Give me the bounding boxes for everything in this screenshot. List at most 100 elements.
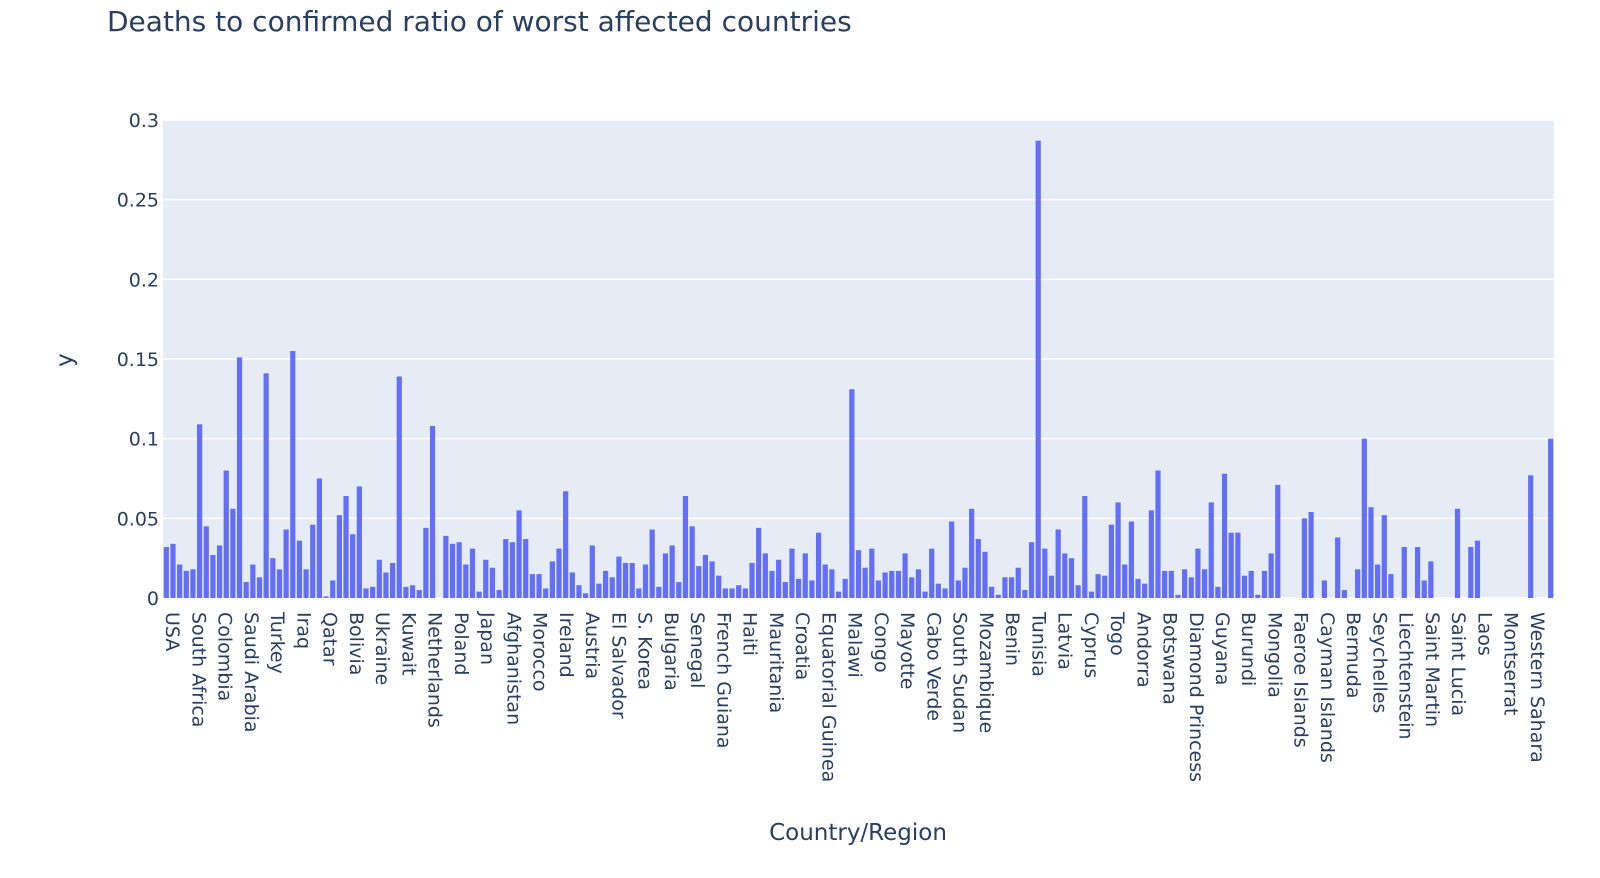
bar [909, 577, 915, 598]
bar [622, 562, 629, 598]
bar [736, 585, 742, 598]
bar [516, 510, 522, 598]
bar [1102, 575, 1108, 598]
bar [603, 570, 609, 598]
bar [1068, 558, 1075, 598]
bar [1115, 502, 1121, 598]
bar [616, 556, 622, 598]
x-tick-label: Malawi [844, 612, 866, 678]
bar [449, 543, 456, 598]
x-tick-label: Laos [1474, 612, 1496, 656]
bar [563, 491, 569, 598]
bar [423, 527, 429, 598]
x-tick-label: Tunisia [1027, 611, 1049, 677]
bar [855, 550, 862, 598]
bar [815, 532, 822, 598]
bar [523, 539, 529, 598]
bar [1188, 577, 1194, 598]
bar [476, 591, 482, 598]
bar [782, 582, 788, 598]
bar [350, 534, 356, 598]
y-axis-ticks: 0 0.05 0.1 0.15 0.2 0.25 0.3 [117, 110, 159, 610]
bar [1355, 569, 1361, 598]
bar [789, 548, 795, 598]
bar [256, 577, 263, 598]
bar [216, 545, 223, 598]
bar [716, 575, 722, 598]
bar [370, 586, 376, 598]
bar [1148, 510, 1154, 598]
y-tick-label: 0.15 [117, 349, 159, 371]
bar [689, 526, 695, 598]
bar [822, 564, 828, 598]
x-tick-label: Montserrat [1500, 612, 1522, 715]
bar [323, 596, 329, 598]
x-tick-label: Kuwait [397, 612, 419, 675]
bar [902, 553, 908, 598]
bar [1235, 532, 1241, 598]
bar [1474, 540, 1481, 598]
x-tick-label: Togo [1106, 611, 1128, 656]
chart-title: Deaths to confirmed ratio of worst affec… [107, 5, 852, 38]
bar [935, 583, 941, 598]
bar [1035, 140, 1041, 598]
bar [1155, 470, 1161, 598]
y-tick-label: 0.1 [129, 429, 159, 451]
bar [849, 389, 855, 598]
bar [250, 564, 256, 598]
bar [583, 593, 589, 598]
bar [316, 478, 322, 598]
x-tick-label: Haiti [739, 612, 761, 656]
bar [1175, 594, 1181, 598]
y-tick-label: 0.3 [129, 110, 159, 132]
x-tick-label: Afghanistan [502, 612, 524, 725]
bar [1162, 570, 1168, 598]
bar [529, 574, 535, 598]
bar [1414, 547, 1421, 598]
bar [875, 580, 882, 598]
bar [1095, 574, 1101, 598]
x-tick-label: Cabo Verde [922, 612, 944, 721]
bar [1454, 508, 1461, 598]
bar [749, 562, 755, 598]
bar [1228, 532, 1234, 598]
bar [1015, 567, 1021, 598]
bar [197, 424, 203, 598]
bar [989, 586, 995, 598]
y-tick-label: 0.05 [117, 508, 159, 530]
bar [682, 496, 689, 598]
x-tick-label: Austria [581, 612, 603, 679]
bar [536, 574, 542, 598]
y-tick-label: 0 [147, 588, 159, 610]
bar [762, 553, 768, 598]
bar [802, 553, 808, 598]
bar [376, 559, 382, 598]
bar [1168, 570, 1174, 598]
bar [170, 543, 176, 598]
bar [469, 548, 476, 598]
bar [1135, 578, 1141, 598]
bar [1388, 574, 1394, 598]
bar [396, 376, 402, 598]
x-tick-label: Cyprus [1080, 612, 1102, 678]
bar [330, 580, 336, 598]
x-tick-label: Colombia [214, 612, 236, 701]
x-tick-label: Bermuda [1342, 612, 1364, 698]
bar [356, 486, 362, 598]
bar [1428, 561, 1434, 598]
bar [889, 570, 895, 598]
bar [1008, 577, 1015, 598]
x-tick-label: Botswana [1159, 612, 1181, 705]
bar [915, 569, 921, 598]
bar [1301, 518, 1308, 598]
bar [756, 527, 762, 598]
bar [1128, 521, 1134, 598]
bar [589, 545, 595, 598]
x-tick-label: Poland [450, 612, 472, 675]
bar [1335, 537, 1341, 598]
bar [1341, 590, 1347, 598]
x-tick-label: Congo [870, 612, 892, 673]
bar [796, 578, 802, 598]
bar [669, 545, 675, 598]
